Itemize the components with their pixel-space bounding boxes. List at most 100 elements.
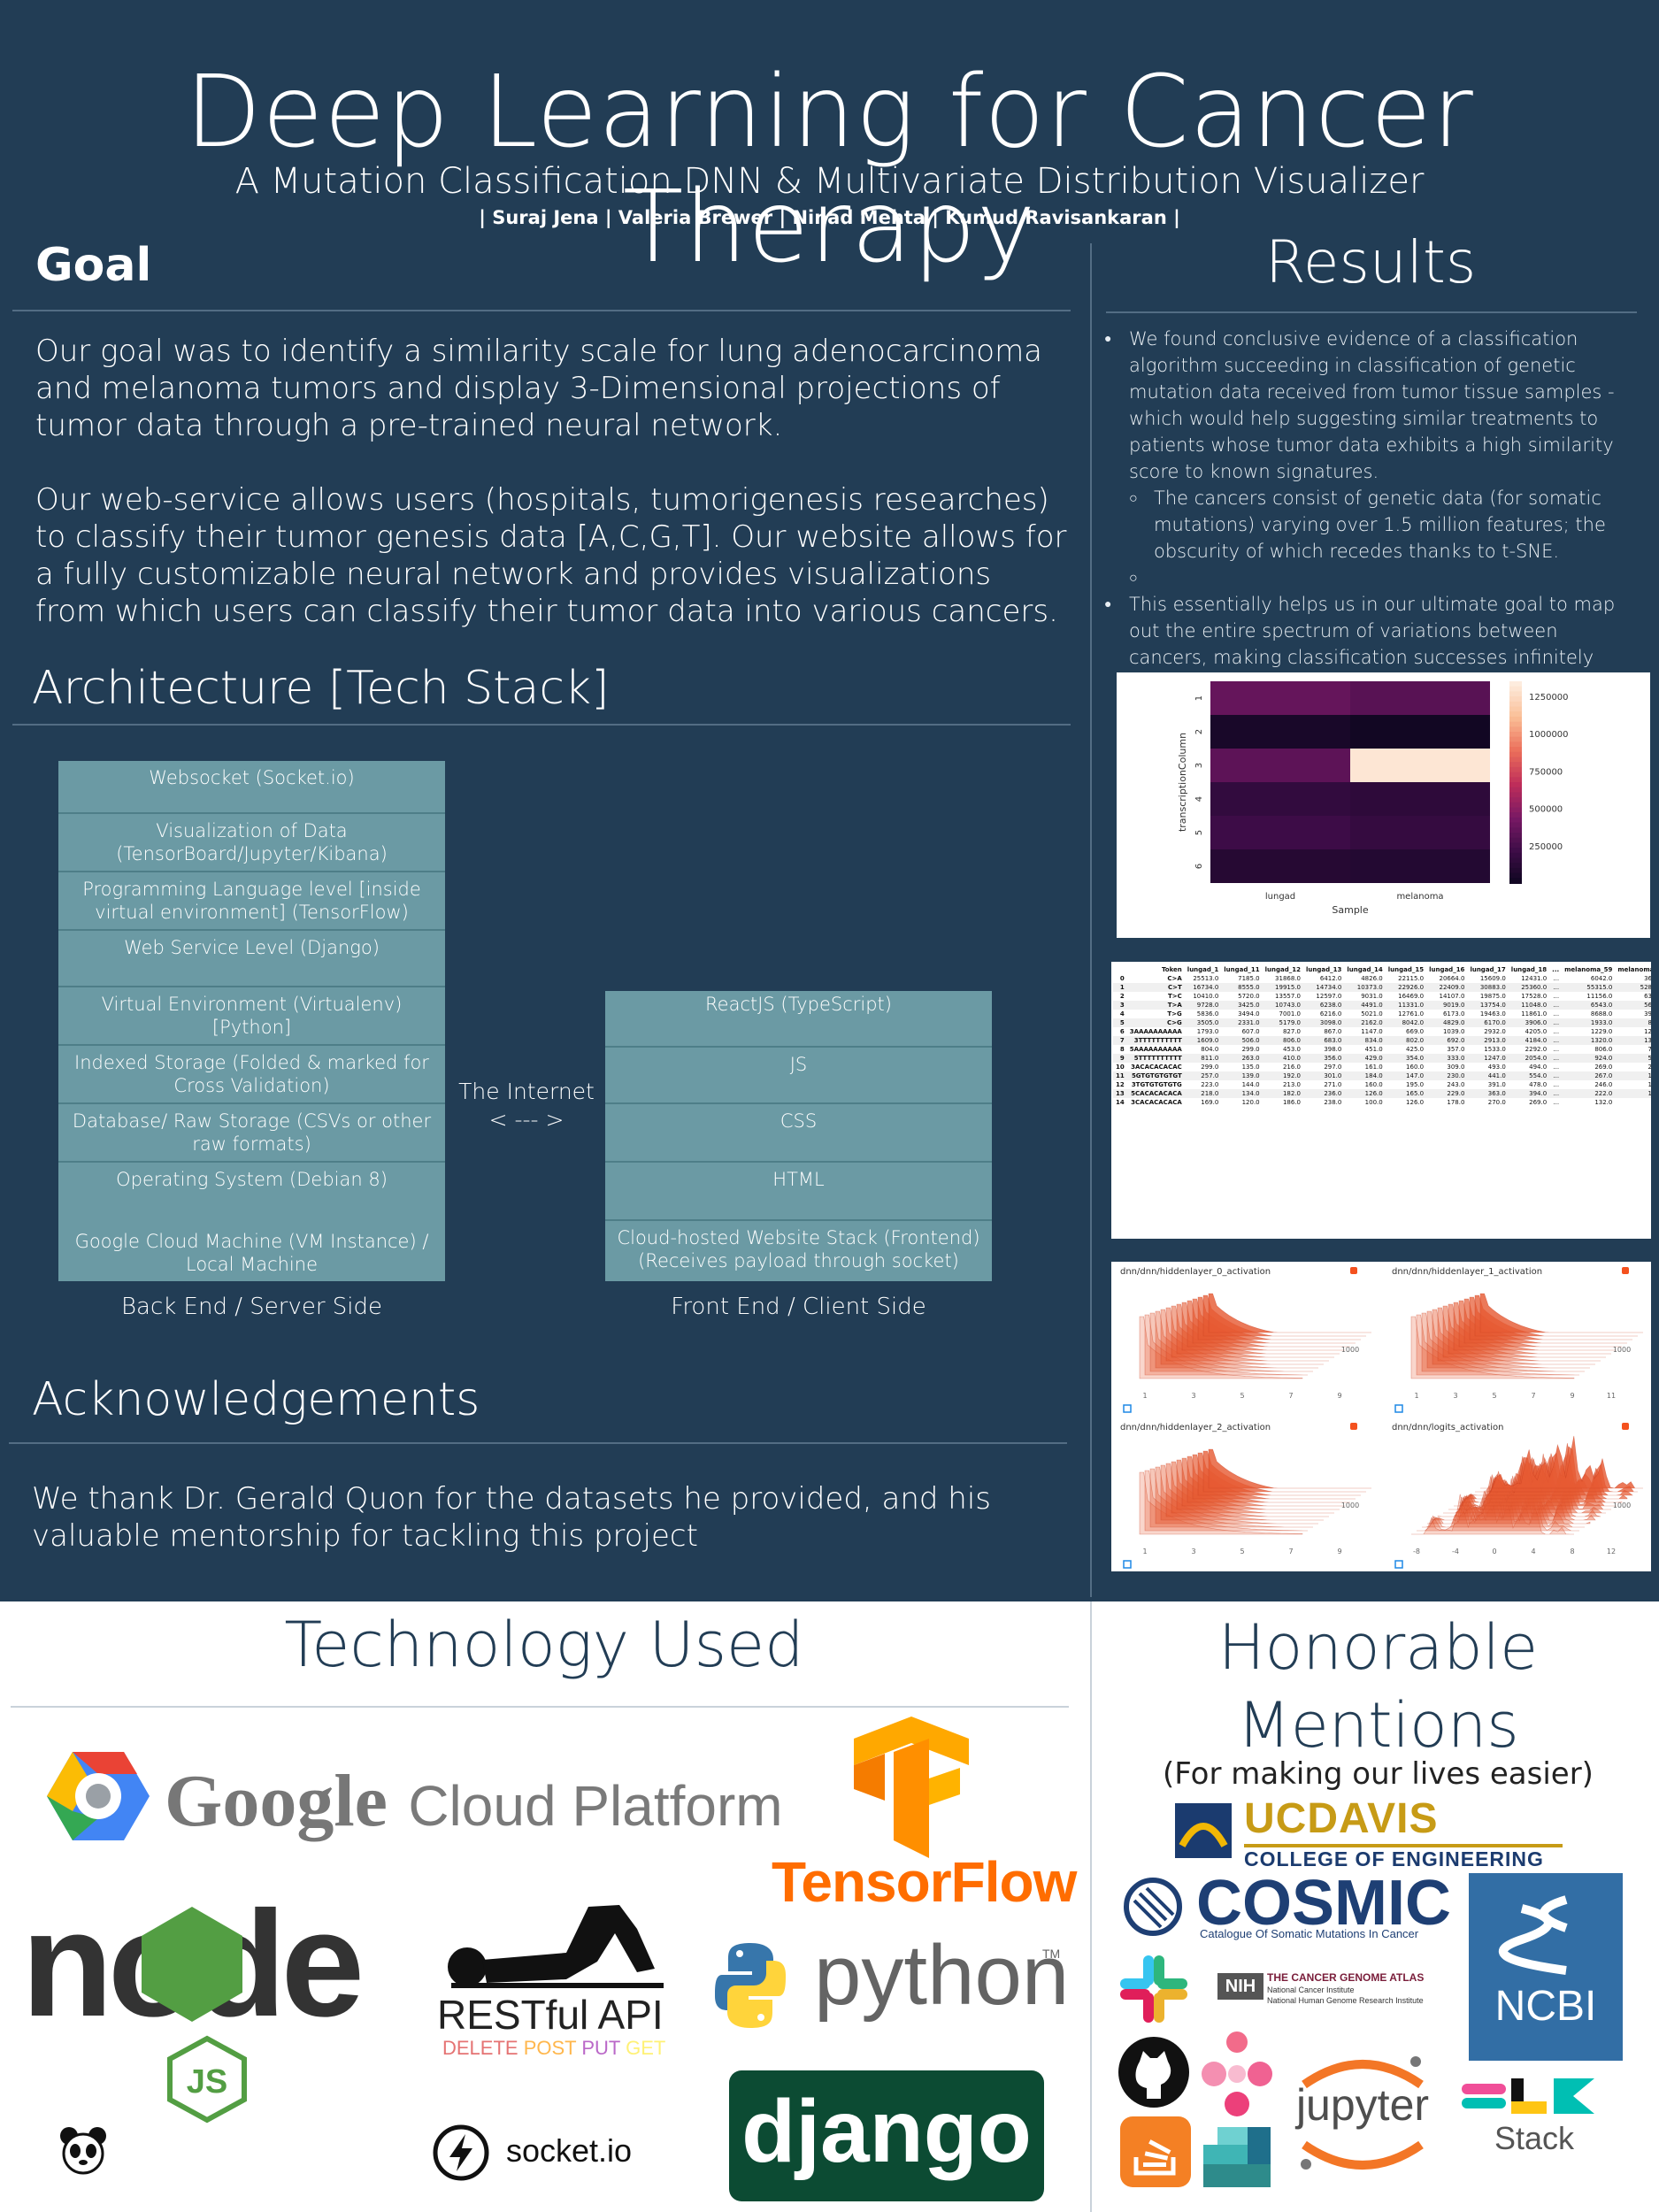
colorbar-segment xyxy=(1509,802,1522,809)
table-cell: 806.0 xyxy=(1594,1046,1613,1053)
table-cell: 299.0 xyxy=(1241,1046,1260,1053)
table-column-header: ... xyxy=(1552,966,1560,973)
histogram-x-tick: 7 xyxy=(1288,1392,1293,1400)
backend-layer-visualization: Visualization of Data (TensorBoard/Jupyt… xyxy=(58,814,445,872)
table-cell: 5AAAAAAAAAA xyxy=(1129,1046,1182,1053)
histogram-x-tick: 9 xyxy=(1570,1392,1574,1400)
column-divider xyxy=(1090,243,1092,1597)
jupyter-icon xyxy=(1294,2053,1432,2177)
table-cell: 3505.0 xyxy=(1184,1018,1222,1027)
heatmap-y-tick: 6 xyxy=(1194,864,1204,869)
frontend-layer-js: JS xyxy=(605,1048,992,1104)
restful-api-person-icon xyxy=(434,1898,672,1995)
frontend-layer-css: CSS xyxy=(605,1104,992,1163)
table-cell: 78.0 xyxy=(1615,1098,1651,1107)
table-cell: 1533.0 xyxy=(1484,1046,1506,1053)
table-cell: 19875.0 xyxy=(1479,993,1506,1000)
ncbi-helix-icon xyxy=(1498,1895,1568,1975)
table-cell: 238.0 xyxy=(1324,1099,1342,1106)
gcp-google-word: Google xyxy=(165,1760,388,1842)
table-cell: 1609.0 xyxy=(1184,1036,1222,1045)
table-cell: 8688.0 xyxy=(1590,1010,1613,1018)
heatmap-cell xyxy=(1350,816,1490,849)
table-cell: 772.0 xyxy=(1647,1046,1651,1053)
ucdavis-wordmark: UCDAVIS xyxy=(1244,1795,1439,1842)
heatmap-cell xyxy=(1210,749,1350,782)
table-cell: 8555.0 xyxy=(1221,983,1263,992)
table-cell: 827.0 xyxy=(1282,1028,1301,1035)
histogram-title: dnn/dnn/hiddenlayer_1_activation xyxy=(1392,1267,1542,1277)
table-column-header: lungad_16 xyxy=(1429,966,1465,973)
histogram-x-tick: -8 xyxy=(1413,1548,1420,1555)
table-cell: T>A xyxy=(1126,1001,1185,1010)
cosmic-helix-icon xyxy=(1122,1876,1194,1938)
table-cell: 363.0 xyxy=(1467,1089,1509,1098)
results-sub-bullet-1: The cancers consist of genetic data (for… xyxy=(1104,485,1635,565)
table-cell: 3425.0 xyxy=(1221,1001,1263,1010)
tcga-subtitle-1: National Cancer Institute xyxy=(1267,1985,1355,1994)
table-cell: ... xyxy=(1549,983,1563,992)
table-cell: 182.0 xyxy=(1262,1089,1303,1098)
colorbar-segment xyxy=(1509,863,1522,869)
histogram-x-tick: 7 xyxy=(1288,1548,1293,1555)
histogram-slice xyxy=(1208,1448,1371,1489)
table-cell: 52832.0 xyxy=(1615,983,1651,992)
table-cell: 357.0 xyxy=(1447,1046,1465,1053)
histogram-x-tick: 7 xyxy=(1531,1392,1535,1400)
table-cell: 2162.0 xyxy=(1344,1018,1386,1027)
table-cell: 309.0 xyxy=(1447,1064,1465,1071)
ncbi-logo-box xyxy=(1469,1873,1623,2061)
table-cell: ... xyxy=(1549,1089,1563,1098)
heatmap-figure: 1 2 3 4 5 6 lungad melanoma Sample transcriptionC… xyxy=(1117,672,1650,938)
table-cell: 1247.0 xyxy=(1467,1054,1509,1063)
histogram-panel: dnn/dnn/hiddenlayer_2_activation 1 3 5 7 9 100… xyxy=(1120,1423,1371,1569)
table-cell: 299.0 xyxy=(1201,1064,1219,1071)
table-cell: 19463.0 xyxy=(1479,1010,1506,1018)
table-cell: 6543.0 xyxy=(1562,1001,1616,1010)
table-cell: 12431.0 xyxy=(1521,975,1548,982)
blue-grid-icon xyxy=(1200,2120,1274,2191)
heatmap-cell xyxy=(1210,849,1350,883)
colorbar-segment xyxy=(1509,751,1522,758)
table-cell: ... xyxy=(1553,1046,1560,1053)
django-wordmark: django xyxy=(741,2082,1032,2181)
colorbar-segment xyxy=(1509,827,1522,833)
colorbar-segment xyxy=(1509,787,1522,794)
table-cell: 169.0 xyxy=(1201,1099,1219,1106)
table-cell: 4184.0 xyxy=(1508,1036,1550,1045)
table-cell: 139.0 xyxy=(1221,1071,1263,1080)
table-row: 10 3ACACACACAC 299.0 135.0 216.0 297.0 161.0 16… xyxy=(1113,1063,1651,1071)
histogram-x-tick: -4 xyxy=(1452,1548,1459,1555)
table-cell: 1 xyxy=(1113,983,1127,992)
heatmap-x-label: Sample xyxy=(1332,904,1368,916)
table-cell: 441.0 xyxy=(1467,1071,1509,1080)
ucdavis-college-label: COLLEGE OF ENGINEERING xyxy=(1244,1844,1563,1871)
backend-layer-indexed-storage: Indexed Storage (Folded & marked for Cro… xyxy=(58,1046,445,1104)
table-column-header: Token xyxy=(1161,966,1182,973)
table-cell: 3ACACACACAC xyxy=(1131,1064,1182,1071)
table-cell: 1039.0 xyxy=(1442,1028,1465,1035)
cosmic-subtitle: Catalogue Of Somatic Mutations In Cancer xyxy=(1200,1927,1419,1940)
github-icon xyxy=(1117,2035,1191,2109)
table-cell: 7001.0 xyxy=(1279,1010,1302,1018)
table-cell: 147.0 xyxy=(1385,1071,1427,1080)
colorbar-tick-label: 1000000 xyxy=(1529,730,1569,740)
table-cell: 3494.0 xyxy=(1238,1010,1260,1018)
table-cell: ... xyxy=(1549,1036,1563,1045)
acknowledgements-heading: Acknowledgements xyxy=(32,1373,480,1426)
table-cell: 391.0 xyxy=(1487,1081,1506,1088)
colorbar-segment xyxy=(1509,867,1522,874)
rest-verb-delete: DELETE xyxy=(442,2037,518,2059)
table-cell: 19915.0 xyxy=(1262,983,1303,992)
table-row: 9 5TTTTTTTTTT 811.0 263.0 410.0 356.0 429.0 354… xyxy=(1113,1054,1651,1063)
frontend-stack: ReactJS (TypeScript) JS CSS HTML Cloud-h… xyxy=(605,991,992,1281)
table-cell: T>G xyxy=(1167,1010,1182,1018)
table-cell: 200.0 xyxy=(1647,1064,1651,1071)
table-cell: ... xyxy=(1553,1028,1560,1035)
heatmap-y-tick: 3 xyxy=(1194,763,1204,768)
colorbar-segment xyxy=(1509,777,1522,783)
cosmic-wordmark: COSMIC xyxy=(1196,1868,1451,1939)
elk-stack-wordmark: Stack xyxy=(1494,2120,1575,2156)
js-hexagon-icon: JS xyxy=(165,2035,250,2124)
histogram-x-tick: 5 xyxy=(1240,1548,1244,1555)
